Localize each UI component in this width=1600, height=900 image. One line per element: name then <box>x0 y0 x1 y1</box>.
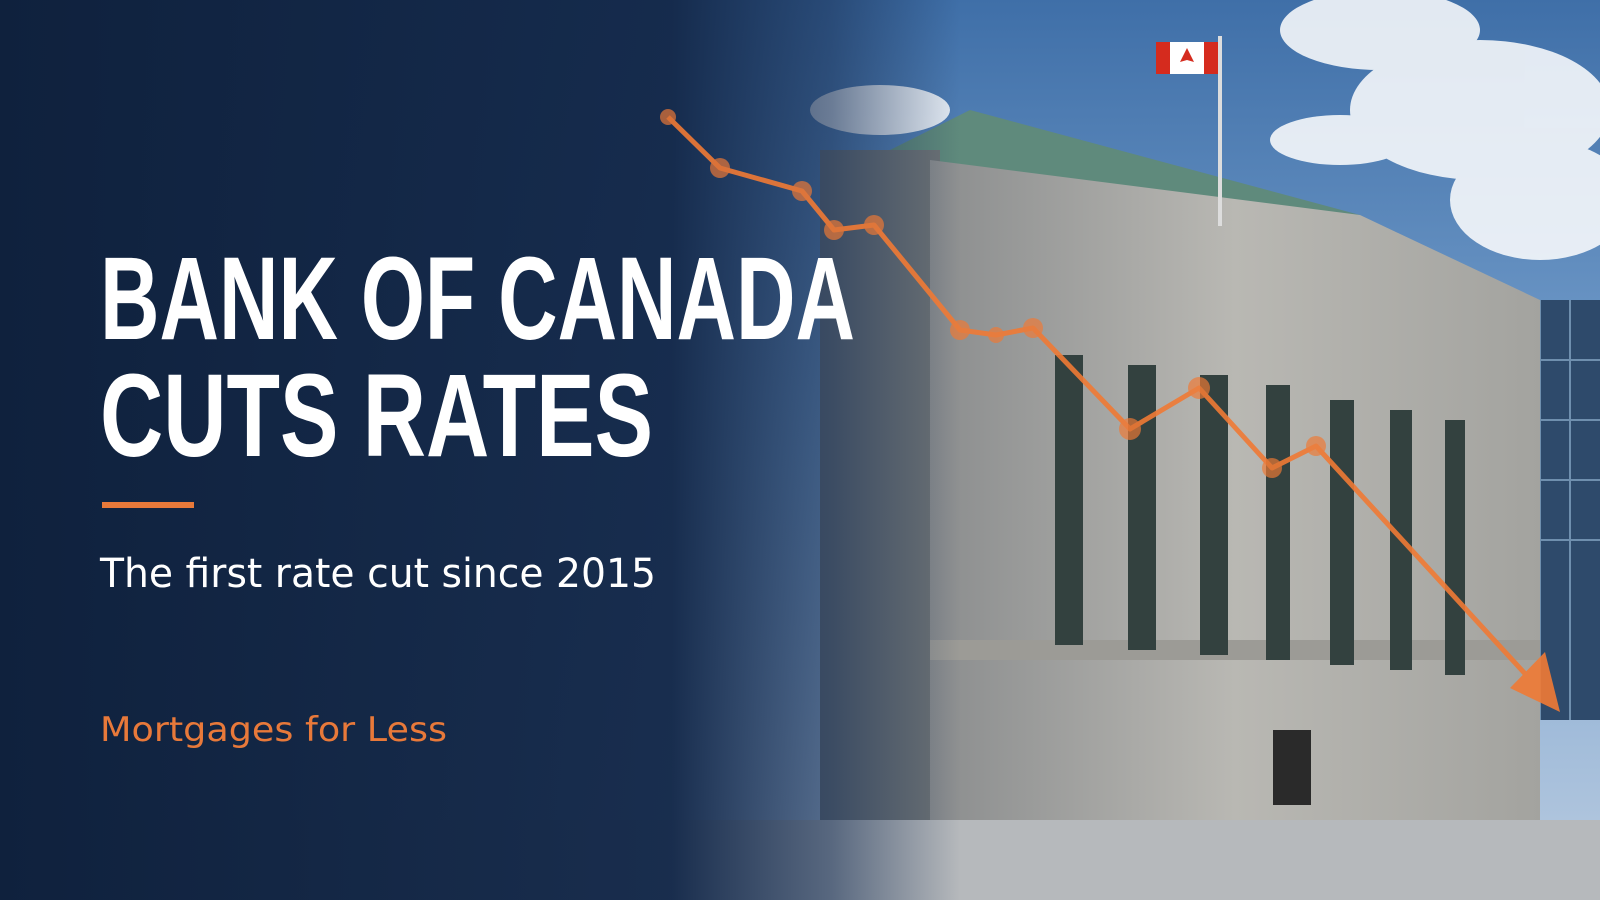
brand: Mortgages for Less <box>100 710 447 750</box>
headline-line: CUTS RATES <box>100 350 653 482</box>
headline-line: BANK OF CANADA <box>100 233 855 365</box>
divider <box>102 502 194 508</box>
trend-arrow <box>660 109 1560 712</box>
subtitle: The first rate cut since 2015 <box>99 551 656 597</box>
